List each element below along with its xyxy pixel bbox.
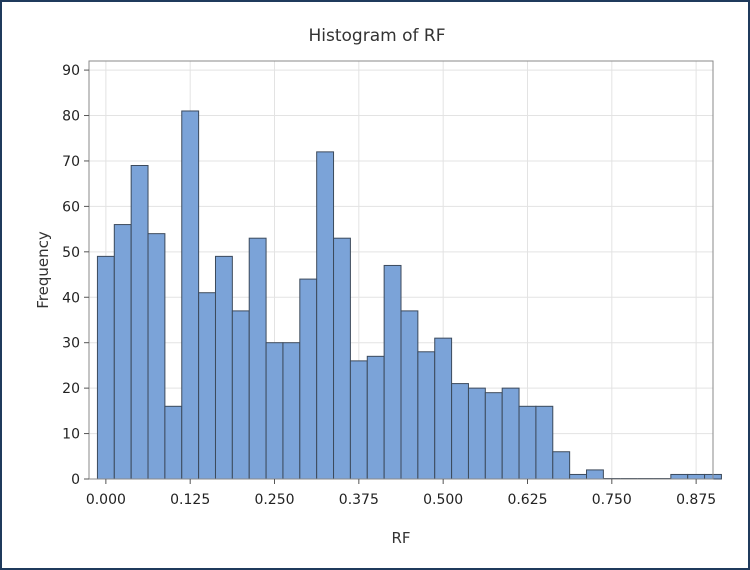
x-tick-label: 0.750 [592, 492, 632, 508]
histogram-bar [383, 264, 402, 480]
histogram-bar [670, 473, 689, 480]
histogram-bar [501, 387, 520, 480]
histogram-bar [586, 469, 604, 480]
x-tick-label: 0.500 [423, 492, 463, 508]
histogram-bar [333, 237, 351, 480]
x-tick-label: 0.625 [507, 492, 547, 508]
y-tick-label: 60 [62, 199, 80, 215]
y-tick-label: 0 [71, 472, 80, 488]
histogram-bar [400, 310, 419, 480]
y-tick-label: 40 [62, 290, 80, 306]
histogram-bar [299, 278, 318, 480]
histogram-bar [198, 292, 216, 480]
x-tick-label: 0.875 [676, 492, 716, 508]
histogram-bar [96, 255, 115, 480]
histogram-bar [282, 342, 301, 480]
y-tick-label: 10 [62, 427, 80, 443]
plot-area-border [88, 60, 714, 480]
y-tick-label: 90 [62, 63, 80, 79]
x-tick-label: 0.000 [86, 492, 126, 508]
histogram-bar [265, 342, 284, 480]
y-tick-label: 20 [62, 381, 80, 397]
y-tick-label: 80 [62, 109, 80, 125]
y-axis-ticks: 0 10 20 30 40 50 60 70 80 90 [62, 63, 89, 488]
x-tick-label: 0.125 [170, 492, 210, 508]
y-tick-label: 30 [62, 336, 80, 352]
x-tick-label: 0.375 [339, 492, 379, 508]
histogram-bar [130, 165, 149, 480]
histogram-bar [687, 473, 706, 480]
histogram-bar [417, 351, 436, 480]
histogram-bar [451, 383, 469, 480]
y-axis-title: Frequency [34, 231, 52, 309]
y-tick-label: 70 [62, 154, 80, 170]
x-axis-ticks: 0.000 0.125 0.250 0.375 0.500 0.625 0.750 0.875 [86, 479, 716, 508]
histogram-bar [552, 451, 571, 480]
chart-title: Histogram of RF [309, 26, 446, 46]
histogram-bar [164, 405, 183, 480]
histogram-bar [316, 151, 335, 480]
histogram-bar [349, 360, 368, 480]
histogram-bar [467, 387, 486, 480]
x-tick-label: 0.250 [254, 492, 294, 508]
histogram-bar [366, 355, 385, 480]
histogram-bar [248, 237, 267, 480]
y-tick-label: 50 [62, 245, 80, 261]
histogram-bar [518, 405, 537, 480]
histogram-bar [434, 337, 453, 480]
histogram-bar [484, 392, 503, 480]
histogram-bars [96, 110, 722, 480]
histogram-bar [181, 110, 200, 480]
histogram-bar [231, 310, 250, 480]
histogram-bar [147, 233, 166, 480]
x-axis-title: RF [391, 529, 410, 547]
histogram-bar [569, 473, 588, 480]
histogram-bar [214, 255, 233, 480]
histogram-bar [535, 405, 554, 480]
histogram-bar [113, 224, 132, 480]
